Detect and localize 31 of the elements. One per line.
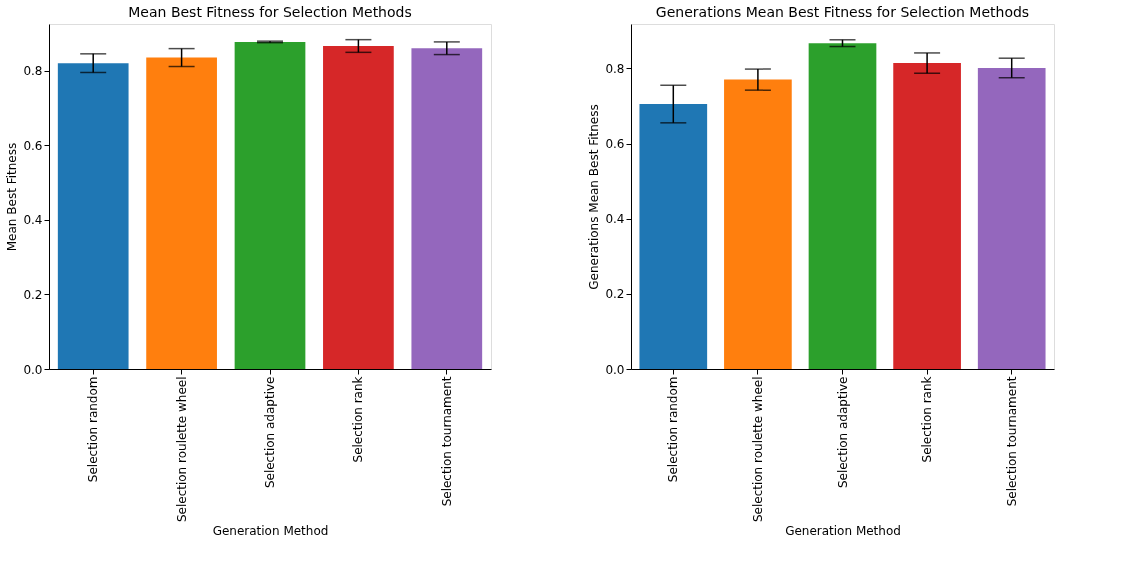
x-tick-label: Selection adaptive — [263, 376, 277, 489]
y-tick-label: 0.4 — [605, 212, 625, 227]
x-axis-title: Generation Method — [212, 524, 329, 539]
bar — [893, 63, 961, 369]
x-tick-label: Selection adaptive — [835, 376, 850, 489]
x-tick-label: Selection roulette wheel — [174, 376, 189, 523]
x-tick-label: Selection roulette wheel — [750, 376, 765, 523]
y-tick-label: 0.2 — [605, 287, 625, 302]
x-tick-label: Selection tournament — [1004, 376, 1019, 507]
bar — [808, 43, 877, 369]
x-tick-label: Selection tournament — [439, 376, 454, 507]
y-tick-label: 0.0 — [23, 362, 43, 377]
y-tick-label: 0.0 — [605, 362, 625, 377]
x-tick-label: Selection rank — [920, 376, 935, 463]
bar — [977, 67, 1046, 369]
x-axis-title: Generation Method — [785, 524, 901, 539]
y-tick-label: 0.6 — [23, 138, 43, 153]
y-axis-title: Generations Mean Best Fitness — [587, 104, 602, 290]
bar — [639, 104, 708, 369]
y-axis-title: Mean Best Fitness — [5, 142, 20, 252]
y-tick-label: 0.2 — [23, 287, 43, 302]
y-tick-label: 0.8 — [605, 61, 625, 76]
x-tick-label: Selection rank — [351, 376, 366, 463]
y-tick-label: 0.4 — [23, 213, 43, 228]
chart-title: Mean Best Fitness for Selection Methods — [128, 4, 412, 20]
bar — [724, 79, 792, 369]
y-tick-label: 0.6 — [605, 137, 625, 152]
x-tick-label: Selection random — [86, 376, 101, 483]
y-tick-label: 0.8 — [23, 64, 43, 79]
x-tick-label: Selection random — [666, 376, 681, 483]
chart-title: Generations Mean Best Fitness for Selection Methods — [655, 4, 1030, 20]
